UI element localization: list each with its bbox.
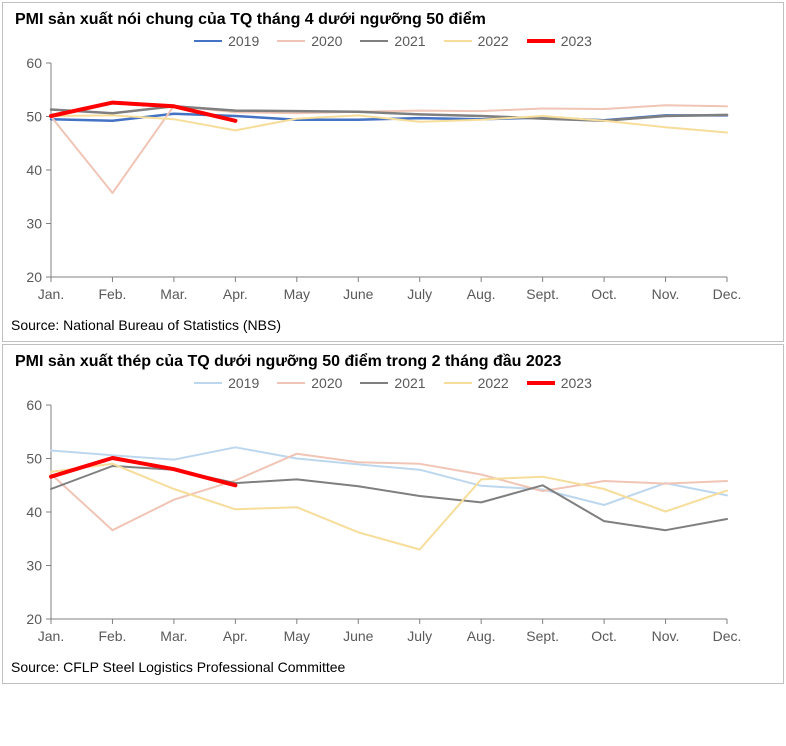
x-tick-label: Feb. (98, 628, 126, 644)
legend-item: 2023 (527, 375, 592, 391)
legend-item: 2020 (277, 33, 342, 49)
x-tick-label: Nov. (652, 286, 680, 302)
y-tick-label: 60 (26, 55, 42, 71)
x-tick-label: Mar. (160, 286, 187, 302)
x-tick-label: June (343, 286, 374, 302)
legend-swatch (194, 40, 222, 42)
y-tick-label: 20 (26, 611, 42, 627)
y-tick-label: 20 (26, 269, 42, 285)
legend-swatch (527, 39, 555, 43)
plot-area-2: 20 30 40 50 60 Jan. Feb. Mar. Apr. May June July Aug… (3, 395, 743, 655)
legend-item: 2019 (194, 33, 259, 49)
y-tick-label: 50 (26, 109, 42, 125)
chart-source-1: Source: National Bureau of Statistics (N… (3, 313, 783, 341)
y-tick-label: 60 (26, 397, 42, 413)
legend-item: 2021 (360, 375, 425, 391)
legend-swatch (444, 40, 472, 42)
legend-swatch (277, 40, 305, 42)
x-tick-label: Oct. (591, 286, 617, 302)
x-tick-label: May (284, 286, 310, 302)
y-tick-label: 40 (26, 162, 42, 178)
x-tick-label: Sept. (526, 286, 559, 302)
x-tick-label: May (284, 628, 310, 644)
plot-area-1: 20 30 40 50 60 Jan. Feb. Mar. Apr. May June July Aug… (3, 53, 743, 313)
chart-source-2: Source: CFLP Steel Logistics Professiona… (3, 655, 783, 683)
series-line (51, 464, 727, 550)
x-tick-label: Dec. (713, 628, 742, 644)
chart-title-2: PMI sản xuất thép của TQ dưới ngưỡng 50 … (3, 345, 783, 373)
y-tick-label: 30 (26, 558, 42, 574)
legend-swatch (360, 382, 388, 384)
x-tick-label: June (343, 628, 374, 644)
x-tick-label: Jan. (38, 628, 64, 644)
legend-label: 2023 (561, 33, 592, 49)
x-tick-label: Jan. (38, 286, 64, 302)
legend-label: 2022 (478, 375, 509, 391)
y-tick-label: 50 (26, 451, 42, 467)
legend-1: 2019 2020 2021 2022 2023 (3, 31, 783, 53)
chart-1: PMI sản xuất nói chung của TQ tháng 4 dư… (2, 2, 784, 342)
legend-label: 2020 (311, 375, 342, 391)
legend-label: 2020 (311, 33, 342, 49)
x-tick-label: July (407, 628, 432, 644)
series-line (51, 458, 235, 485)
legend-label: 2023 (561, 375, 592, 391)
x-tick-label: Apr. (223, 628, 248, 644)
x-tick-label: Feb. (98, 286, 126, 302)
chart-2: PMI sản xuất thép của TQ dưới ngưỡng 50 … (2, 344, 784, 684)
legend-item: 2019 (194, 375, 259, 391)
x-tick-label: Oct. (591, 628, 617, 644)
legend-swatch (527, 381, 555, 385)
y-tick-label: 40 (26, 504, 42, 520)
x-tick-label: Nov. (652, 628, 680, 644)
legend-swatch (277, 382, 305, 384)
x-tick-label: Sept. (526, 628, 559, 644)
legend-item: 2022 (444, 375, 509, 391)
y-tick-label: 30 (26, 216, 42, 232)
legend-item: 2022 (444, 33, 509, 49)
x-tick-label: Aug. (467, 628, 496, 644)
legend-label: 2019 (228, 375, 259, 391)
legend-label: 2022 (478, 33, 509, 49)
legend-item: 2021 (360, 33, 425, 49)
x-tick-label: Aug. (467, 286, 496, 302)
legend-item: 2020 (277, 375, 342, 391)
legend-swatch (194, 382, 222, 384)
x-tick-label: Dec. (713, 286, 742, 302)
legend-swatch (360, 40, 388, 42)
legend-swatch (444, 382, 472, 384)
x-tick-label: Mar. (160, 628, 187, 644)
legend-label: 2021 (394, 375, 425, 391)
legend-2: 2019 2020 2021 2022 2023 (3, 373, 783, 395)
legend-item: 2023 (527, 33, 592, 49)
x-tick-label: Apr. (223, 286, 248, 302)
chart-title-1: PMI sản xuất nói chung của TQ tháng 4 dư… (3, 3, 783, 31)
x-tick-label: July (407, 286, 432, 302)
legend-label: 2021 (394, 33, 425, 49)
legend-label: 2019 (228, 33, 259, 49)
